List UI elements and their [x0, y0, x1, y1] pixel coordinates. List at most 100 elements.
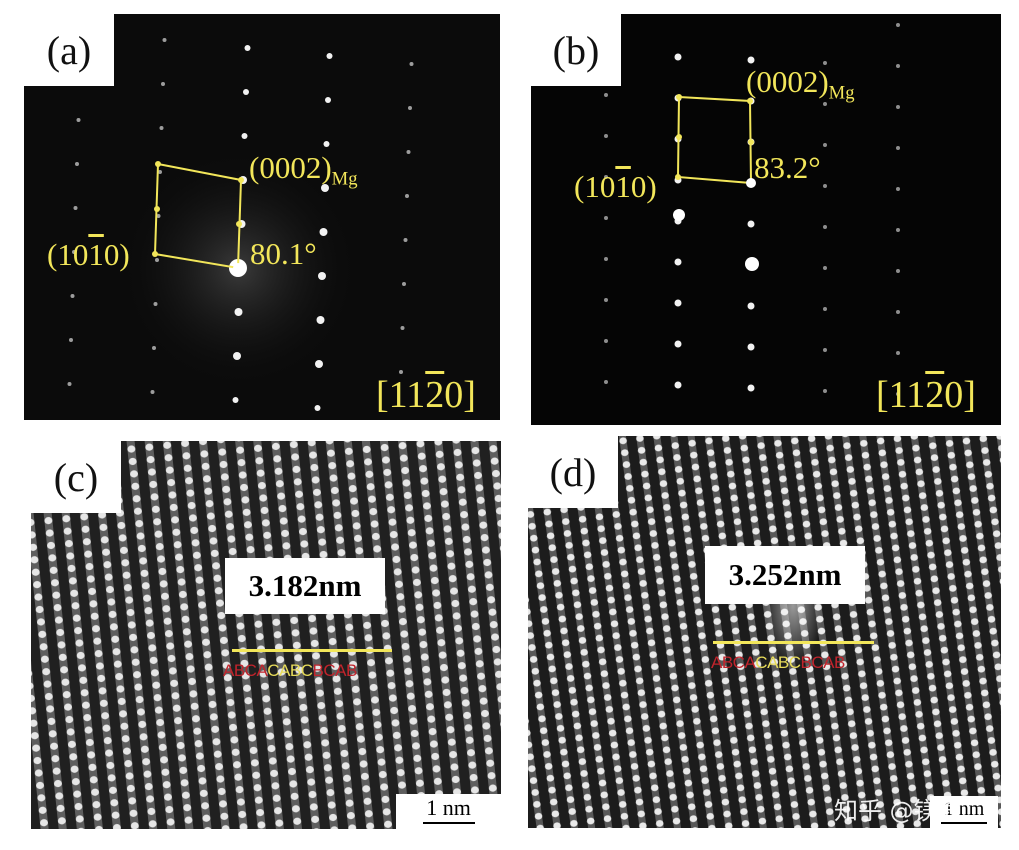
- plane-prefix: (10: [47, 237, 89, 272]
- diffraction-spot: [823, 225, 827, 229]
- plane-prefix: (10: [574, 169, 616, 204]
- diffraction-spot: [823, 389, 827, 393]
- panel-a-diffraction: [24, 14, 500, 420]
- diffraction-spot: [318, 272, 326, 280]
- diffraction-spot: [406, 150, 411, 154]
- diffraction-spot: [326, 53, 333, 59]
- diffraction-spot: [896, 392, 900, 396]
- diffraction-spot: [747, 56, 755, 64]
- panel-b-pattern: [604, 23, 900, 396]
- stack-red-1: ABCA: [711, 653, 756, 672]
- measurement-line: [713, 641, 874, 644]
- zone-suffix: 0]: [944, 374, 976, 416]
- diffraction-spot: [747, 343, 755, 351]
- diffraction-spot: [673, 209, 685, 221]
- diffraction-spot: [823, 307, 827, 311]
- panel-d-label: (d): [528, 436, 618, 508]
- zone-suffix: 0]: [444, 374, 476, 416]
- zone-prefix: [11: [376, 374, 426, 416]
- diffraction-spot: [73, 206, 78, 210]
- diffraction-spot: [823, 266, 827, 270]
- plane-suffix: 0): [630, 169, 657, 204]
- plane-subscript: Mg: [331, 168, 358, 190]
- diffraction-spot: [674, 381, 682, 389]
- diffraction-spot: [604, 216, 608, 220]
- panel-a-pattern: [67, 30, 414, 411]
- diffraction-spot: [69, 338, 73, 342]
- panel-a-label: (a): [24, 14, 114, 86]
- scale-label: 1 nm: [426, 795, 471, 820]
- diffraction-spot: [823, 184, 827, 188]
- angle-label: 80.1°: [250, 236, 317, 271]
- plane-suffix: 0): [103, 237, 130, 272]
- diffraction-spot: [747, 384, 755, 392]
- diffraction-spot: [896, 23, 900, 27]
- scale-bar: 1 nm: [930, 796, 998, 828]
- diffraction-spot: [896, 269, 900, 273]
- diffraction-spot: [232, 397, 239, 403]
- angle-label: 83.2°: [754, 150, 821, 185]
- diffraction-spot: [70, 294, 75, 298]
- diffraction-spot: [234, 308, 243, 316]
- panel-c-hrtem: [31, 441, 501, 829]
- stack-red-2: BCAB: [800, 653, 846, 672]
- diffraction-spot: [405, 194, 409, 198]
- diffraction-spot: [152, 346, 156, 350]
- diffraction-spot: [400, 326, 405, 330]
- stack-yellow: CABC: [267, 661, 313, 680]
- plane-0002-text: (0002): [249, 150, 332, 185]
- diffraction-spot: [674, 258, 682, 266]
- diffraction-spot: [604, 339, 608, 343]
- zone-axis-label: [1120]: [376, 373, 476, 417]
- diffraction-spot: [233, 352, 241, 360]
- plane-label-10-10: (1010): [574, 169, 657, 205]
- diffraction-spot: [155, 258, 159, 262]
- diffraction-spot: [604, 93, 608, 97]
- scale-bar-line: [422, 822, 475, 824]
- stacking-sequence: ABCACABCBCAB: [711, 653, 845, 673]
- diffraction-spot: [745, 257, 759, 271]
- diffraction-spot: [896, 228, 900, 232]
- diffraction-spots: [67, 30, 414, 411]
- diffraction-spot: [402, 282, 406, 286]
- diffraction-spot: [244, 45, 251, 51]
- diffraction-spot: [747, 220, 755, 228]
- zone-axis-label: [1120]: [876, 373, 976, 417]
- diffraction-spot: [408, 106, 412, 110]
- diffraction-spot: [243, 89, 249, 95]
- diffraction-spot: [896, 64, 900, 68]
- diffraction-spot: [896, 105, 900, 109]
- plane-bar-digit: 1: [615, 169, 631, 204]
- diffraction-spot: [325, 97, 331, 103]
- diffraction-spot: [76, 118, 81, 122]
- scale-label: 1 nm: [943, 798, 985, 820]
- stack-yellow: CABC: [755, 653, 801, 672]
- diffraction-spot: [747, 302, 755, 310]
- zone-bar-digit: 2: [425, 374, 445, 416]
- diffraction-spot: [604, 175, 608, 179]
- stack-red-2: BCAB: [312, 661, 358, 680]
- diffraction-spot: [604, 380, 608, 384]
- diffraction-spot: [75, 162, 79, 166]
- diffraction-spot: [896, 351, 900, 355]
- diffraction-spot: [604, 134, 608, 138]
- diffraction-spot: [72, 250, 76, 254]
- diffraction-spot: [409, 62, 414, 66]
- diffraction-spot: [823, 143, 827, 147]
- diffraction-spot: [67, 382, 72, 386]
- plane-subscript: Mg: [828, 82, 855, 104]
- spacing-measurement: 3.182nm: [225, 558, 385, 614]
- diffraction-spot: [823, 348, 827, 352]
- diffraction-spot: [323, 141, 330, 147]
- diffraction-spot: [896, 310, 900, 314]
- diffraction-spot: [314, 405, 321, 411]
- diffraction-spot: [604, 257, 608, 261]
- diffraction-spot: [896, 187, 900, 191]
- diffraction-spot: [316, 316, 325, 324]
- diffraction-spot: [399, 370, 403, 374]
- diffraction-spot: [823, 61, 827, 65]
- diffraction-spot: [403, 238, 408, 242]
- diffraction-spot: [153, 302, 158, 306]
- diffraction-spot: [674, 340, 682, 348]
- scale-bar-line: [941, 822, 987, 824]
